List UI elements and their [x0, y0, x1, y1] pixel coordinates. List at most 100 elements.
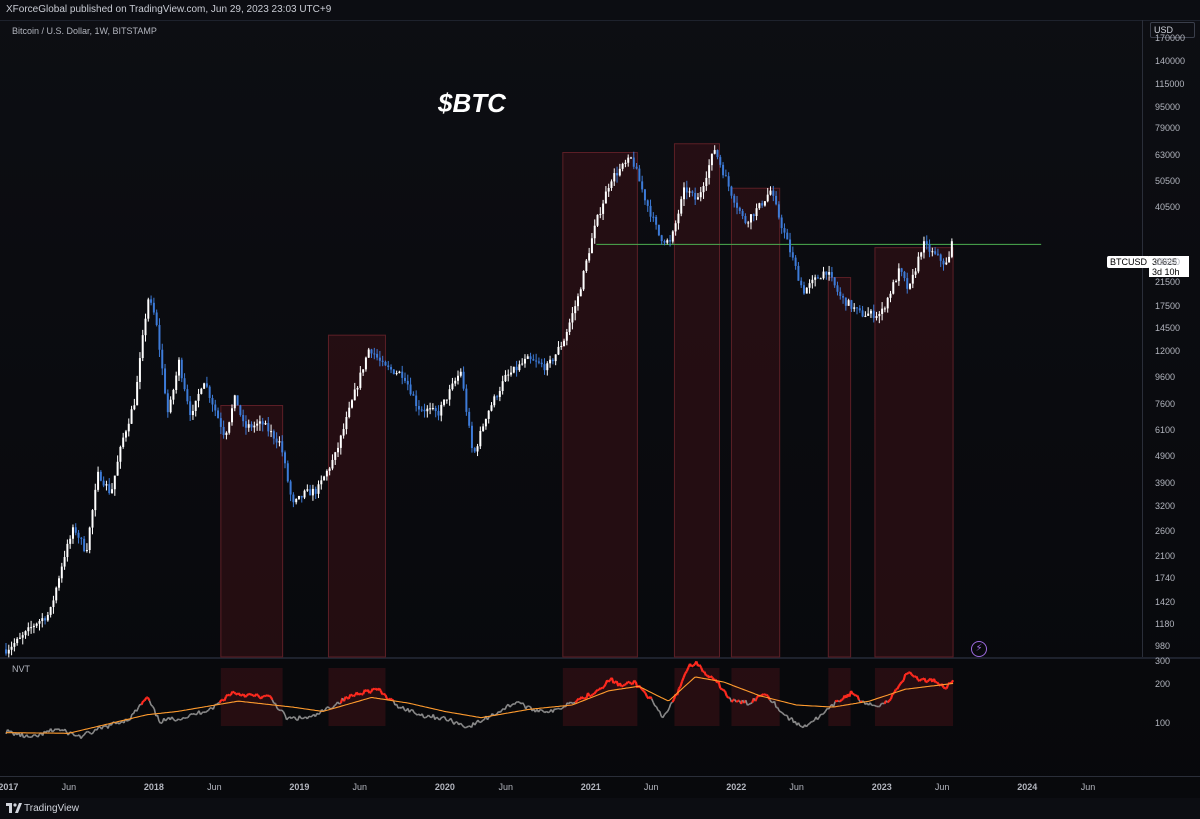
candle-body [21, 635, 24, 638]
nvt-segment [547, 711, 551, 714]
candle-body [501, 381, 504, 392]
candle-body [780, 217, 783, 229]
candle-body [763, 201, 766, 206]
nvt-segment [888, 698, 892, 702]
candle-body [423, 409, 426, 412]
nvt-segment [153, 708, 157, 717]
candle-body [504, 374, 507, 382]
nvt-segment [679, 681, 684, 688]
nvt-segment [730, 699, 734, 703]
nvt-segment [237, 692, 242, 697]
candle-body [917, 256, 920, 272]
candle-body [225, 432, 228, 436]
lightning-icon[interactable]: ⚡ [971, 641, 987, 657]
footer-bar [0, 798, 1200, 819]
candle-body [482, 426, 485, 432]
nvt-segment [389, 697, 393, 701]
indicator-label[interactable]: NVT [12, 664, 30, 674]
nvt-segment [886, 699, 891, 704]
candle-body [830, 272, 833, 278]
nvt-segment [176, 718, 179, 722]
nvt-segment [378, 687, 382, 692]
time-axis[interactable] [0, 776, 1200, 799]
price-tick-label: 95000 [1155, 101, 1181, 112]
candle-body [889, 293, 892, 298]
nvt-segment [82, 734, 85, 737]
price-axis[interactable] [1142, 20, 1200, 658]
nvt-segment [700, 667, 704, 673]
nvt-segment [218, 699, 223, 704]
nvt-segment [869, 702, 873, 706]
nvt-segment [227, 693, 230, 697]
symbol-info[interactable]: Bitcoin / U.S. Dollar, 1W, BITSTAMP [12, 26, 157, 36]
nvt-segment [574, 700, 578, 704]
nvt-segment [912, 675, 916, 678]
nvt-segment [560, 707, 563, 710]
candle-body [657, 224, 660, 236]
candle-body [91, 510, 94, 528]
price-tick-label: 12000 [1155, 345, 1181, 356]
nvt-segment [206, 709, 209, 712]
nvt-segment [317, 712, 321, 716]
time-tick-label: 2020 [434, 782, 455, 792]
candle-body [498, 391, 501, 397]
candle-body [931, 251, 934, 253]
currency-selector[interactable]: USD [1150, 22, 1195, 38]
candle-body [563, 340, 566, 347]
candle-body [415, 395, 418, 407]
nvt-segment [64, 728, 68, 733]
nvt-segment [399, 706, 402, 709]
nvt-segment [207, 707, 211, 711]
candle-body [708, 165, 711, 178]
nvt-segment [59, 729, 63, 732]
nvt-segment [30, 734, 34, 738]
candle-body [629, 157, 632, 159]
nvt-segment [463, 726, 466, 729]
nvt-segment [300, 717, 303, 720]
candle-body [649, 205, 652, 217]
nvt-segment [458, 722, 461, 726]
price-tick-label: 4900 [1155, 451, 1176, 462]
nvt-segment [685, 667, 690, 672]
nvt-segment [397, 706, 401, 709]
nvt-segment [126, 719, 130, 722]
candle-body [253, 425, 256, 428]
candle-body [328, 468, 331, 471]
candle-body [616, 173, 619, 176]
time-tick-label: Jun [1080, 782, 1096, 792]
candle-body [49, 607, 52, 615]
nvt-segment [756, 694, 760, 699]
nvt-segment [544, 710, 547, 714]
candle-body [610, 181, 613, 188]
nvt-segment [780, 711, 783, 714]
candle-body [775, 195, 778, 205]
candle-body [417, 406, 420, 410]
nvt-segment [140, 700, 145, 706]
nvt-segment [568, 701, 571, 705]
time-tick-label: Jun [934, 782, 950, 792]
nvt-segment [512, 703, 515, 706]
candle-body [13, 643, 16, 647]
candle-body [462, 371, 465, 389]
candle-body [102, 480, 105, 486]
nvt-segment [6, 729, 10, 733]
nvt-segment [666, 707, 670, 712]
candle-body [426, 408, 429, 412]
candle-body [409, 384, 412, 395]
candle-body [147, 299, 150, 319]
time-tick-label: 2024 [1017, 782, 1038, 792]
candle-body [842, 295, 845, 298]
candle-body [228, 422, 231, 433]
nvt-segment [856, 695, 861, 701]
nvt-segment [83, 732, 87, 736]
candle-body [878, 313, 881, 317]
candle-body [454, 380, 457, 384]
nvt-segment [918, 678, 922, 682]
pane-divider[interactable] [0, 657, 1200, 659]
nvt-segment [607, 679, 612, 683]
candle-body [736, 202, 739, 208]
candle-body [825, 271, 828, 275]
candle-body [38, 621, 41, 624]
candle-body [671, 231, 674, 242]
